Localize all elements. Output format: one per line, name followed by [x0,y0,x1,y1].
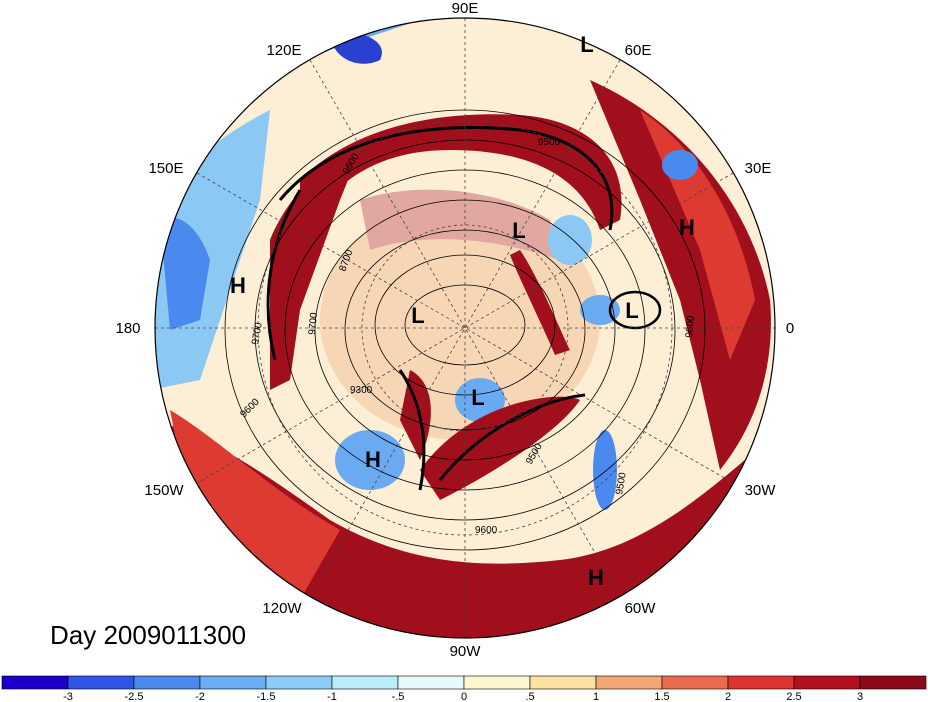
high-marker: H [365,447,381,472]
colorbar-tick-label: -2.5 [125,691,144,702]
colorbar-tick-label: -1.5 [257,691,276,702]
lon-label: 30W [745,482,777,499]
colorbar-swatch [463,675,531,690]
lon-label: 150W [144,482,184,499]
colorbar-tick-label: -1 [327,691,337,702]
lon-label: 120E [266,42,301,59]
colorbar-swatch [661,675,729,690]
contour-label: 9700 [307,312,320,336]
colorbar: -3 -2.5 -2 -1.5 -1 -.5 0 .5 1 1.5 2 2.5 3 [1,675,927,702]
contour-label: 9500 [614,471,629,495]
low-marker: L [625,298,638,323]
lon-label: 60E [625,42,652,59]
high-marker: H [588,565,604,590]
low-marker: L [580,32,593,57]
colorbar-tick-label: .5 [525,691,534,702]
lon-label: 180 [115,320,140,337]
colorbar-swatch [265,675,333,690]
low-marker: L [411,303,424,328]
contour-label: 9700 [250,321,265,345]
lon-label: 0 [786,320,794,337]
graticule [155,18,775,638]
colorbar-tick-label: -.5 [392,691,405,702]
colorbar-tick-label: 1 [593,691,599,702]
lon-label: 30E [745,160,772,177]
colorbar-swatch [199,675,267,690]
colorbar-tick-label: -2 [195,691,205,702]
lon-label: 90E [452,0,479,17]
high-marker: H [230,273,246,298]
contour-label: 9300 [350,385,373,396]
contour-label: 9600 [475,525,498,536]
lon-label: 60W [625,600,657,617]
date-title: Day 2009011300 [50,620,247,650]
colorbar-swatch [529,675,597,690]
colorbar-tick-label: 2 [725,691,731,702]
colorbar-tick-label: 3 [857,691,863,702]
low-marker: L [512,218,525,243]
pressure-centers: L L L L L H H H H [230,32,695,590]
lon-label: 150E [148,160,183,177]
colorbar-swatch [133,675,201,690]
colorbar-tick-label: -3 [63,691,73,702]
low-marker: L [471,385,484,410]
lon-label: 90W [450,643,482,660]
colorbar-swatch [793,675,861,690]
colorbar-tick-label: 1.5 [654,691,669,702]
map-border [154,17,776,639]
contour-label: 9600 [684,315,697,339]
colorbar-tick-label: 2.5 [786,691,801,702]
lon-label: 120W [262,600,302,617]
high-marker: H [679,215,695,240]
colorbar-swatch [595,675,663,690]
longitude-labels: 90E 60E 30E 0 30W 60W 90W 120W 150W 180 … [115,0,794,660]
colorbar-swatch [397,675,465,690]
colorbar-swatch [331,675,399,690]
colorbar-tick-label: 0 [461,691,467,702]
colorbar-swatch [1,675,69,690]
contour-label: 9500 [538,137,561,148]
colorbar-swatch [727,675,795,690]
colorbar-swatch [67,675,135,690]
colorbar-swatch [859,675,927,690]
